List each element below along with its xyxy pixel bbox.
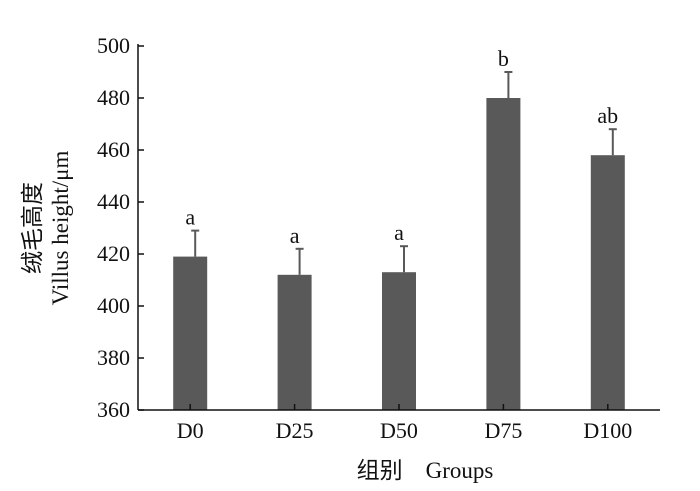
significance-label-D25: a	[290, 223, 300, 248]
bar-D50	[382, 272, 416, 410]
bar-D100	[590, 155, 625, 410]
x-tick-label-D0: D0	[177, 418, 204, 443]
x-tick-label-D25: D25	[276, 418, 314, 443]
y-tick-label-420: 420	[97, 241, 130, 266]
bar-D75	[486, 98, 521, 410]
y-tick-label-360: 360	[97, 397, 130, 422]
y-tick-label-480: 480	[97, 85, 130, 110]
x-axis: D0 D25 D50 D75 D100	[138, 404, 660, 443]
x-tick-label-D75: D75	[484, 418, 522, 443]
bars-group	[173, 98, 625, 410]
x-tick-label-D50: D50	[380, 418, 418, 443]
bar-D25	[277, 274, 312, 410]
x-tick-label-D100: D100	[583, 418, 632, 443]
y-tick-label-380: 380	[97, 345, 130, 370]
error-bars-group	[191, 71, 617, 275]
bar-D0	[173, 256, 208, 410]
significance-label-D100: ab	[597, 103, 618, 128]
significance-label-D75: b	[498, 46, 509, 71]
significance-label-D0: a	[185, 205, 195, 230]
y-axis-title: Villus height/μm	[48, 151, 73, 306]
y-tick-label-400: 400	[97, 293, 130, 318]
y-axis: 360 380 400 420 440 460 480 500	[97, 33, 144, 422]
x-axis-title: 组别 Groups	[357, 458, 494, 483]
significance-label-D50: a	[394, 220, 404, 245]
y-tick-label-500: 500	[97, 33, 130, 58]
y-tick-label-460: 460	[97, 137, 130, 162]
y-axis-title-cn: 绒毛高度	[20, 182, 45, 274]
y-tick-label-440: 440	[97, 189, 130, 214]
